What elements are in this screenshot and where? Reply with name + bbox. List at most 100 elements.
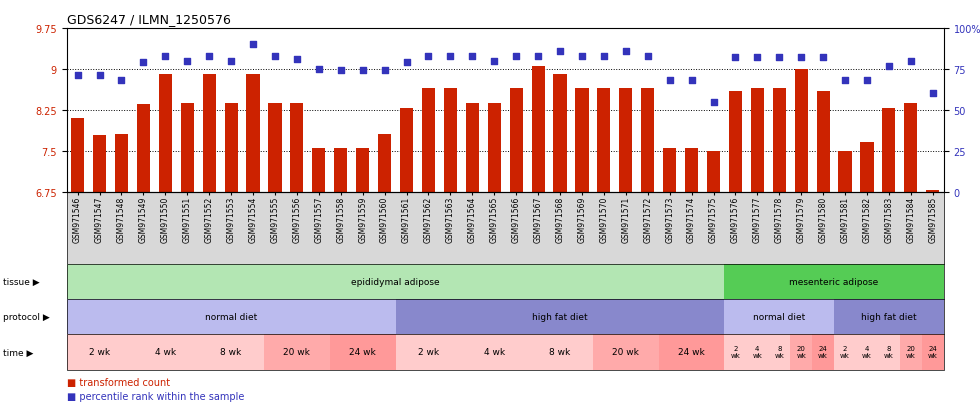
Text: normal diet: normal diet [754, 313, 806, 321]
Bar [729, 91, 742, 192]
Bar [71, 119, 84, 192]
Bar [356, 149, 369, 192]
Text: mesenteric adipose: mesenteric adipose [790, 278, 879, 286]
Point [92, 73, 108, 80]
Bar [290, 103, 304, 192]
Text: 4
wk: 4 wk [862, 346, 872, 358]
Bar [488, 103, 501, 192]
Bar [159, 75, 171, 192]
Bar [531, 67, 545, 192]
Text: ■ transformed count: ■ transformed count [67, 377, 170, 387]
Bar [246, 75, 260, 192]
Point [158, 53, 173, 60]
Text: ■ percentile rank within the sample: ■ percentile rank within the sample [67, 392, 244, 401]
Point [135, 60, 151, 66]
Bar [619, 89, 632, 192]
Bar [575, 89, 589, 192]
Text: 8
wk: 8 wk [774, 346, 784, 358]
Bar [115, 135, 128, 192]
Point [333, 68, 349, 75]
Point [289, 57, 305, 63]
Point [815, 55, 831, 62]
Text: 8
wk: 8 wk [884, 346, 894, 358]
Bar [751, 89, 764, 192]
Bar [926, 190, 940, 192]
Point [771, 55, 787, 62]
Bar [860, 143, 873, 192]
Point [420, 53, 436, 60]
Point [859, 78, 875, 84]
Text: 8 wk: 8 wk [220, 348, 242, 356]
Bar [554, 75, 566, 192]
Point [355, 68, 370, 75]
Text: high fat diet: high fat diet [532, 313, 588, 321]
Bar [224, 103, 238, 192]
Bar [685, 149, 698, 192]
Text: 20 wk: 20 wk [612, 348, 639, 356]
Point [311, 66, 326, 73]
Bar [137, 105, 150, 192]
Bar [334, 149, 347, 192]
Bar [313, 149, 325, 192]
Bar [641, 89, 655, 192]
Point [443, 53, 459, 60]
Bar [269, 103, 281, 192]
Point [925, 91, 941, 97]
Bar [203, 75, 216, 192]
Bar [707, 151, 720, 192]
Point [486, 58, 502, 65]
Text: 4 wk: 4 wk [484, 348, 505, 356]
Bar [795, 70, 808, 192]
Point [376, 68, 392, 75]
Text: 2 wk: 2 wk [417, 348, 439, 356]
Text: 20
wk: 20 wk [906, 346, 915, 358]
Point [596, 53, 612, 60]
Text: normal diet: normal diet [205, 313, 257, 321]
Point [706, 99, 721, 106]
Text: 24
wk: 24 wk [928, 346, 938, 358]
Text: 8 wk: 8 wk [550, 348, 570, 356]
Point [223, 58, 239, 65]
Text: 2
wk: 2 wk [730, 346, 740, 358]
Point [837, 78, 853, 84]
Bar [93, 136, 106, 192]
Text: GDS6247 / ILMN_1250576: GDS6247 / ILMN_1250576 [67, 13, 230, 26]
Point [245, 42, 261, 49]
Point [618, 48, 634, 55]
Text: high fat diet: high fat diet [861, 313, 916, 321]
Point [114, 78, 129, 84]
Point [794, 55, 809, 62]
Bar [772, 89, 786, 192]
Bar [663, 149, 676, 192]
Point [465, 53, 480, 60]
Bar [400, 109, 414, 192]
Point [684, 78, 700, 84]
Point [640, 53, 656, 60]
Point [201, 53, 217, 60]
Point [662, 78, 677, 84]
Point [552, 48, 567, 55]
Text: 24 wk: 24 wk [678, 348, 705, 356]
Text: 2 wk: 2 wk [89, 348, 110, 356]
Bar [444, 89, 457, 192]
Text: epididymal adipose: epididymal adipose [351, 278, 440, 286]
Text: time ▶: time ▶ [3, 348, 33, 356]
Bar [421, 89, 435, 192]
Bar [510, 89, 522, 192]
Point [881, 63, 897, 70]
Point [268, 53, 283, 60]
Text: 20
wk: 20 wk [797, 346, 807, 358]
Text: 24 wk: 24 wk [349, 348, 376, 356]
Bar [466, 103, 479, 192]
Text: 2
wk: 2 wk [840, 346, 850, 358]
Bar [378, 135, 391, 192]
Text: 4 wk: 4 wk [155, 348, 175, 356]
Point [70, 73, 85, 80]
Bar [597, 89, 611, 192]
Bar [882, 109, 896, 192]
Point [750, 55, 765, 62]
Point [509, 53, 524, 60]
Point [903, 58, 918, 65]
Text: 4
wk: 4 wk [753, 346, 762, 358]
Point [399, 60, 415, 66]
